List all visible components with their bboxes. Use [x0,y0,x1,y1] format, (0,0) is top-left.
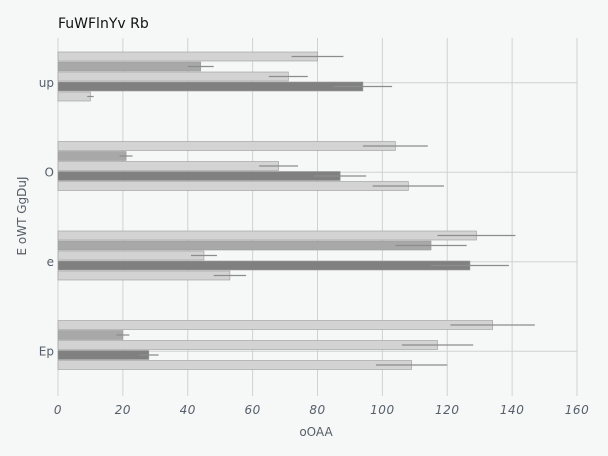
bar [57,270,231,281]
bar [57,240,432,251]
bar [57,151,127,161]
bar [57,250,205,261]
bar [57,71,289,82]
x-tick-label: 100 [370,403,394,417]
y-tick-label: up [39,76,54,90]
x-tick-label: 40 [180,403,196,417]
bar [57,181,409,191]
bar [57,260,471,271]
bar [57,171,341,181]
bar [57,320,493,330]
bar [57,91,91,102]
x-axis-label: oOAA [299,425,333,439]
bar [57,350,150,360]
y-tick-label: O [45,165,54,179]
chart-title: FuWFlnYv Rb [58,16,149,32]
y-axis-label: E oWT GgDuJ [15,176,29,255]
error-bars [87,55,535,366]
bar [57,141,396,151]
bar [57,360,412,370]
bars [57,51,493,370]
x-tick-label: 140 [500,403,524,417]
x-tick-label: 20 [115,403,131,417]
bar [57,340,438,350]
bar [57,330,124,340]
y-tick-label: e [47,255,54,269]
bar [57,161,279,171]
bar [57,230,477,241]
x-tick-label: 160 [565,403,589,417]
bar [57,61,202,72]
x-tick-label: 120 [435,403,459,417]
x-tick-label: 80 [309,403,325,417]
bar [57,51,318,62]
bar [57,81,364,92]
x-tick-label: 0 [54,403,62,417]
tick-labels: 0 20 40 60 80 100 120 140 160 up Oe Ep [39,76,589,417]
y-tick-label: Ep [39,344,54,358]
x-tick-label: 60 [244,403,260,417]
